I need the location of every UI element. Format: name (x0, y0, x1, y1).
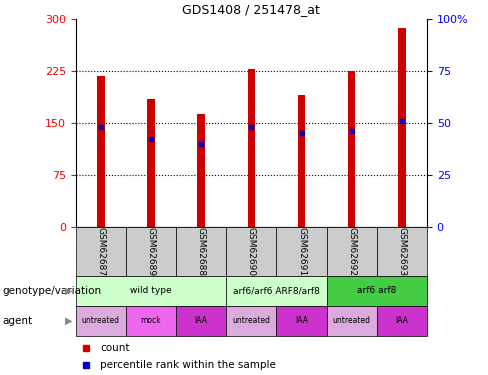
Text: untreated: untreated (333, 316, 371, 325)
Text: genotype/variation: genotype/variation (2, 286, 102, 296)
Text: ▶: ▶ (65, 286, 72, 296)
Text: GSM62687: GSM62687 (96, 226, 105, 276)
Bar (197, 114, 205, 227)
Bar (377, 306, 427, 336)
Bar (247, 69, 255, 227)
Bar (377, 227, 427, 276)
Bar (226, 227, 276, 276)
Text: arf6 arf8: arf6 arf8 (357, 286, 396, 295)
Bar (226, 276, 326, 306)
Bar (398, 28, 406, 227)
Bar (176, 227, 226, 276)
Text: GSM62689: GSM62689 (146, 226, 156, 276)
Bar (126, 227, 176, 276)
Text: GSM62691: GSM62691 (297, 226, 306, 276)
Text: IAA: IAA (295, 316, 308, 325)
Text: arf6/arf6 ARF8/arf8: arf6/arf6 ARF8/arf8 (233, 286, 320, 295)
Text: GSM62692: GSM62692 (347, 227, 356, 276)
Bar (326, 306, 377, 336)
Text: wild type: wild type (130, 286, 172, 295)
Text: ▶: ▶ (65, 316, 72, 326)
Bar (76, 227, 126, 276)
Text: GSM62690: GSM62690 (247, 226, 256, 276)
Text: untreated: untreated (232, 316, 270, 325)
Text: mock: mock (141, 316, 161, 325)
Title: GDS1408 / 251478_at: GDS1408 / 251478_at (183, 3, 320, 16)
Bar (348, 72, 355, 227)
Text: untreated: untreated (81, 316, 120, 325)
Bar (326, 276, 427, 306)
Bar (276, 227, 326, 276)
Bar (147, 99, 155, 227)
Bar (326, 227, 377, 276)
Bar (176, 306, 226, 336)
Bar (276, 306, 326, 336)
Text: agent: agent (2, 316, 33, 326)
Bar (298, 95, 305, 227)
Text: GSM62688: GSM62688 (197, 226, 205, 276)
Text: GSM62693: GSM62693 (397, 226, 407, 276)
Bar (97, 76, 104, 227)
Text: IAA: IAA (195, 316, 207, 325)
Bar (76, 306, 126, 336)
Text: count: count (100, 343, 130, 353)
Bar (126, 306, 176, 336)
Text: IAA: IAA (395, 316, 408, 325)
Bar (76, 276, 226, 306)
Bar (226, 306, 276, 336)
Text: percentile rank within the sample: percentile rank within the sample (100, 360, 276, 369)
